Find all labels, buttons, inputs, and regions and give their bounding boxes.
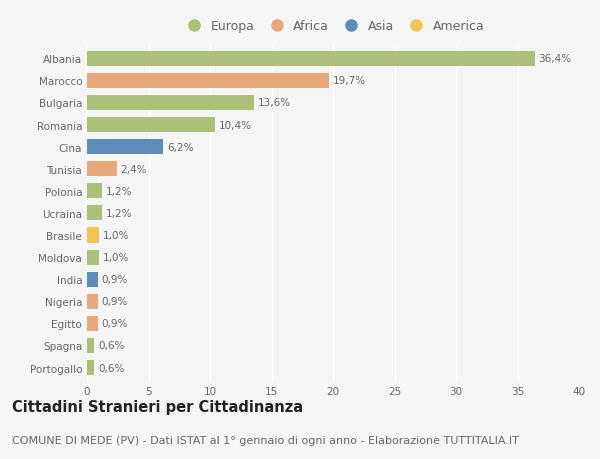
Bar [87,250,100,265]
Bar [87,272,98,287]
Text: 1,2%: 1,2% [106,186,132,196]
Text: 0,6%: 0,6% [98,341,124,351]
Legend: Europa, Africa, Asia, America: Europa, Africa, Asia, America [182,20,484,33]
Bar [87,206,102,221]
Bar [87,162,116,177]
Bar [87,316,98,331]
Text: COMUNE DI MEDE (PV) - Dati ISTAT al 1° gennaio di ogni anno - Elaborazione TUTTI: COMUNE DI MEDE (PV) - Dati ISTAT al 1° g… [12,435,519,445]
Bar [87,140,163,155]
Bar [87,228,100,243]
Bar [87,96,254,111]
Text: 10,4%: 10,4% [218,120,251,130]
Text: 13,6%: 13,6% [258,98,291,108]
Bar [87,360,94,375]
Bar [87,118,215,133]
Text: 36,4%: 36,4% [538,54,572,64]
Bar [87,51,535,67]
Text: 0,9%: 0,9% [102,274,128,285]
Text: 1,0%: 1,0% [103,230,130,241]
Text: 6,2%: 6,2% [167,142,193,152]
Text: 19,7%: 19,7% [333,76,366,86]
Text: 0,9%: 0,9% [102,297,128,307]
Bar [87,338,94,353]
Text: 1,0%: 1,0% [103,252,130,263]
Text: 0,6%: 0,6% [98,363,124,373]
Bar [87,74,329,89]
Text: 2,4%: 2,4% [120,164,147,174]
Bar [87,184,102,199]
Text: Cittadini Stranieri per Cittadinanza: Cittadini Stranieri per Cittadinanza [12,399,303,414]
Bar [87,294,98,309]
Text: 1,2%: 1,2% [106,208,132,218]
Text: 0,9%: 0,9% [102,319,128,329]
